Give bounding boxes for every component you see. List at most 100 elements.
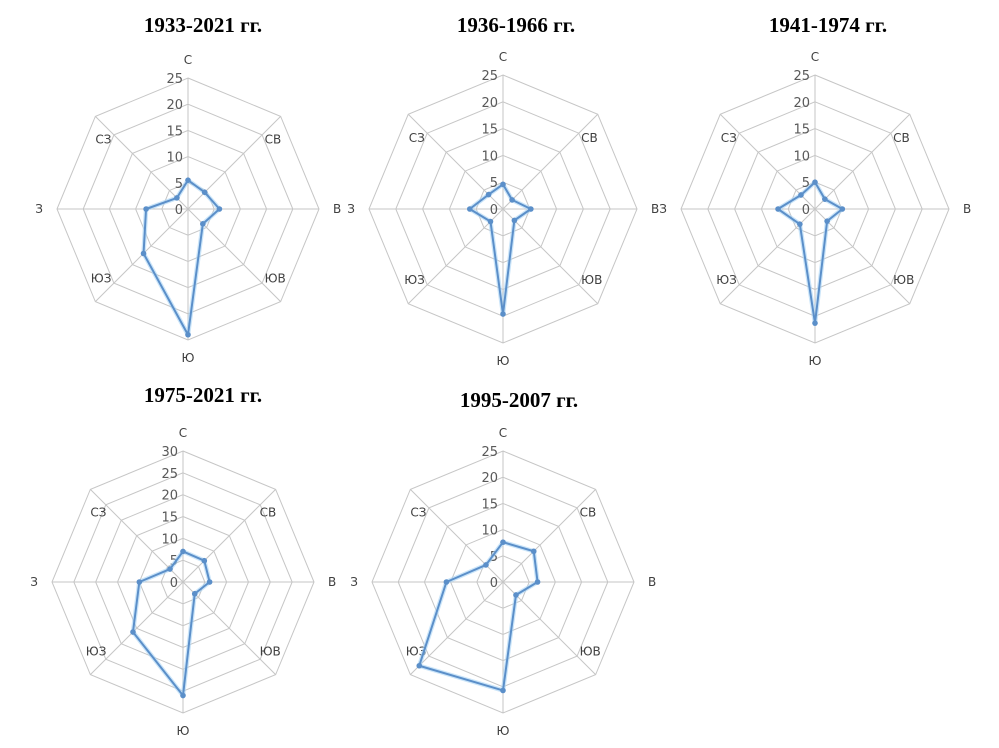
data-point <box>500 539 506 545</box>
grid-spoke <box>502 113 599 210</box>
chart-title: 1975-2021 гг. <box>144 383 262 407</box>
direction-label: ЮВ <box>581 273 602 287</box>
tick-label: 20 <box>481 471 498 486</box>
grid-spoke <box>182 581 276 675</box>
data-point <box>500 311 506 317</box>
tick-label: 0 <box>802 203 810 218</box>
data-point <box>824 218 830 224</box>
direction-label: СВ <box>580 505 597 519</box>
tick-label: 5 <box>802 176 810 191</box>
direction-label: ЮЗ <box>404 273 425 287</box>
direction-label: В <box>328 575 336 589</box>
data-point <box>206 579 213 585</box>
tick-label: 5 <box>175 177 183 192</box>
tick-label: 25 <box>481 69 498 84</box>
data-point <box>200 221 206 227</box>
chart-title: 1933-2021 гг. <box>144 13 262 37</box>
direction-label: В <box>963 202 971 216</box>
tick-label: 5 <box>490 176 498 191</box>
direction-label: С <box>499 50 507 64</box>
radar-chart-3: 1941-1974 гг. 0 5 10 15 20 25С СВ В ЮВ Ю ЮЗ З СЗ <box>659 13 971 368</box>
direction-label: ЮЗ <box>91 272 112 286</box>
tick-label: 25 <box>481 445 498 460</box>
series-glow <box>417 539 540 693</box>
direction-label: В <box>648 575 656 589</box>
tick-label: 25 <box>161 467 178 482</box>
data-point <box>180 548 186 555</box>
grid-spoke <box>502 208 599 305</box>
tick-label: 20 <box>161 489 178 504</box>
direction-label: ЮЗ <box>716 273 737 287</box>
radar-chart-1: 1933-2021 гг. 0 5 10 15 20 25С СВ В ЮВ Ю ЮЗ З СЗ <box>35 13 341 365</box>
tick-label: 20 <box>481 96 498 111</box>
data-point <box>180 692 186 699</box>
grid-spoke <box>407 208 504 305</box>
tick-label: 10 <box>793 149 810 164</box>
tick-label: 15 <box>166 124 183 139</box>
data-point <box>143 206 149 212</box>
tick-label: 0 <box>170 576 178 591</box>
data-point <box>185 177 191 183</box>
tick-label: 10 <box>166 151 183 166</box>
direction-label: СВ <box>260 505 277 519</box>
data-point <box>500 181 506 188</box>
direction-label: СВ <box>581 131 598 145</box>
data-point <box>174 195 180 201</box>
direction-label: СЗ <box>409 131 425 145</box>
data-point <box>798 192 804 198</box>
data-point <box>443 579 450 585</box>
direction-label: ЮВ <box>580 645 601 659</box>
data-point <box>528 206 534 212</box>
direction-label: ЮВ <box>260 645 281 659</box>
tick-label: 0 <box>175 203 183 218</box>
tick-label: 15 <box>481 123 498 138</box>
grid-spoke <box>90 489 184 583</box>
grid-spoke <box>95 116 189 210</box>
direction-label: С <box>179 426 187 440</box>
data-point <box>216 206 223 212</box>
data-point <box>191 590 198 597</box>
data-point <box>416 662 423 669</box>
direction-label: Ю <box>497 724 510 738</box>
data-point <box>487 218 494 225</box>
data-point <box>185 331 191 338</box>
data-point <box>511 217 518 224</box>
data-point <box>513 592 519 598</box>
tick-label: 25 <box>166 72 183 87</box>
direction-label: С <box>184 53 192 67</box>
direction-label: В <box>651 202 659 216</box>
grid-spoke <box>502 489 596 583</box>
grid-spoke <box>182 489 276 583</box>
data-point <box>822 196 828 202</box>
direction-label: З <box>35 202 43 216</box>
data-point <box>797 221 803 227</box>
direction-label: ЮВ <box>265 272 286 286</box>
tick-label: 15 <box>161 511 178 526</box>
chart-title: 1936-1966 гг. <box>457 13 575 37</box>
direction-label: З <box>659 202 667 216</box>
direction-label: Ю <box>177 724 190 738</box>
tick-label: 15 <box>481 497 498 512</box>
data-point <box>140 250 147 257</box>
data-point <box>530 548 537 555</box>
direction-label: С <box>499 426 507 440</box>
tick-label: 20 <box>166 98 183 113</box>
direction-label: СЗ <box>90 505 106 519</box>
series-glow <box>130 549 212 698</box>
tick-label: 10 <box>481 524 498 539</box>
data-point <box>485 191 492 198</box>
direction-label: Ю <box>809 354 822 368</box>
data-point <box>775 206 781 212</box>
chart-title: 1995-2007 гг. <box>460 388 578 412</box>
data-point <box>534 579 541 585</box>
series-line <box>131 550 211 697</box>
data-point <box>201 557 208 564</box>
direction-label: СЗ <box>410 505 426 519</box>
data-point <box>812 179 818 185</box>
tick-label: 30 <box>161 445 178 460</box>
tick-label: 20 <box>793 96 810 111</box>
data-point <box>167 566 173 572</box>
